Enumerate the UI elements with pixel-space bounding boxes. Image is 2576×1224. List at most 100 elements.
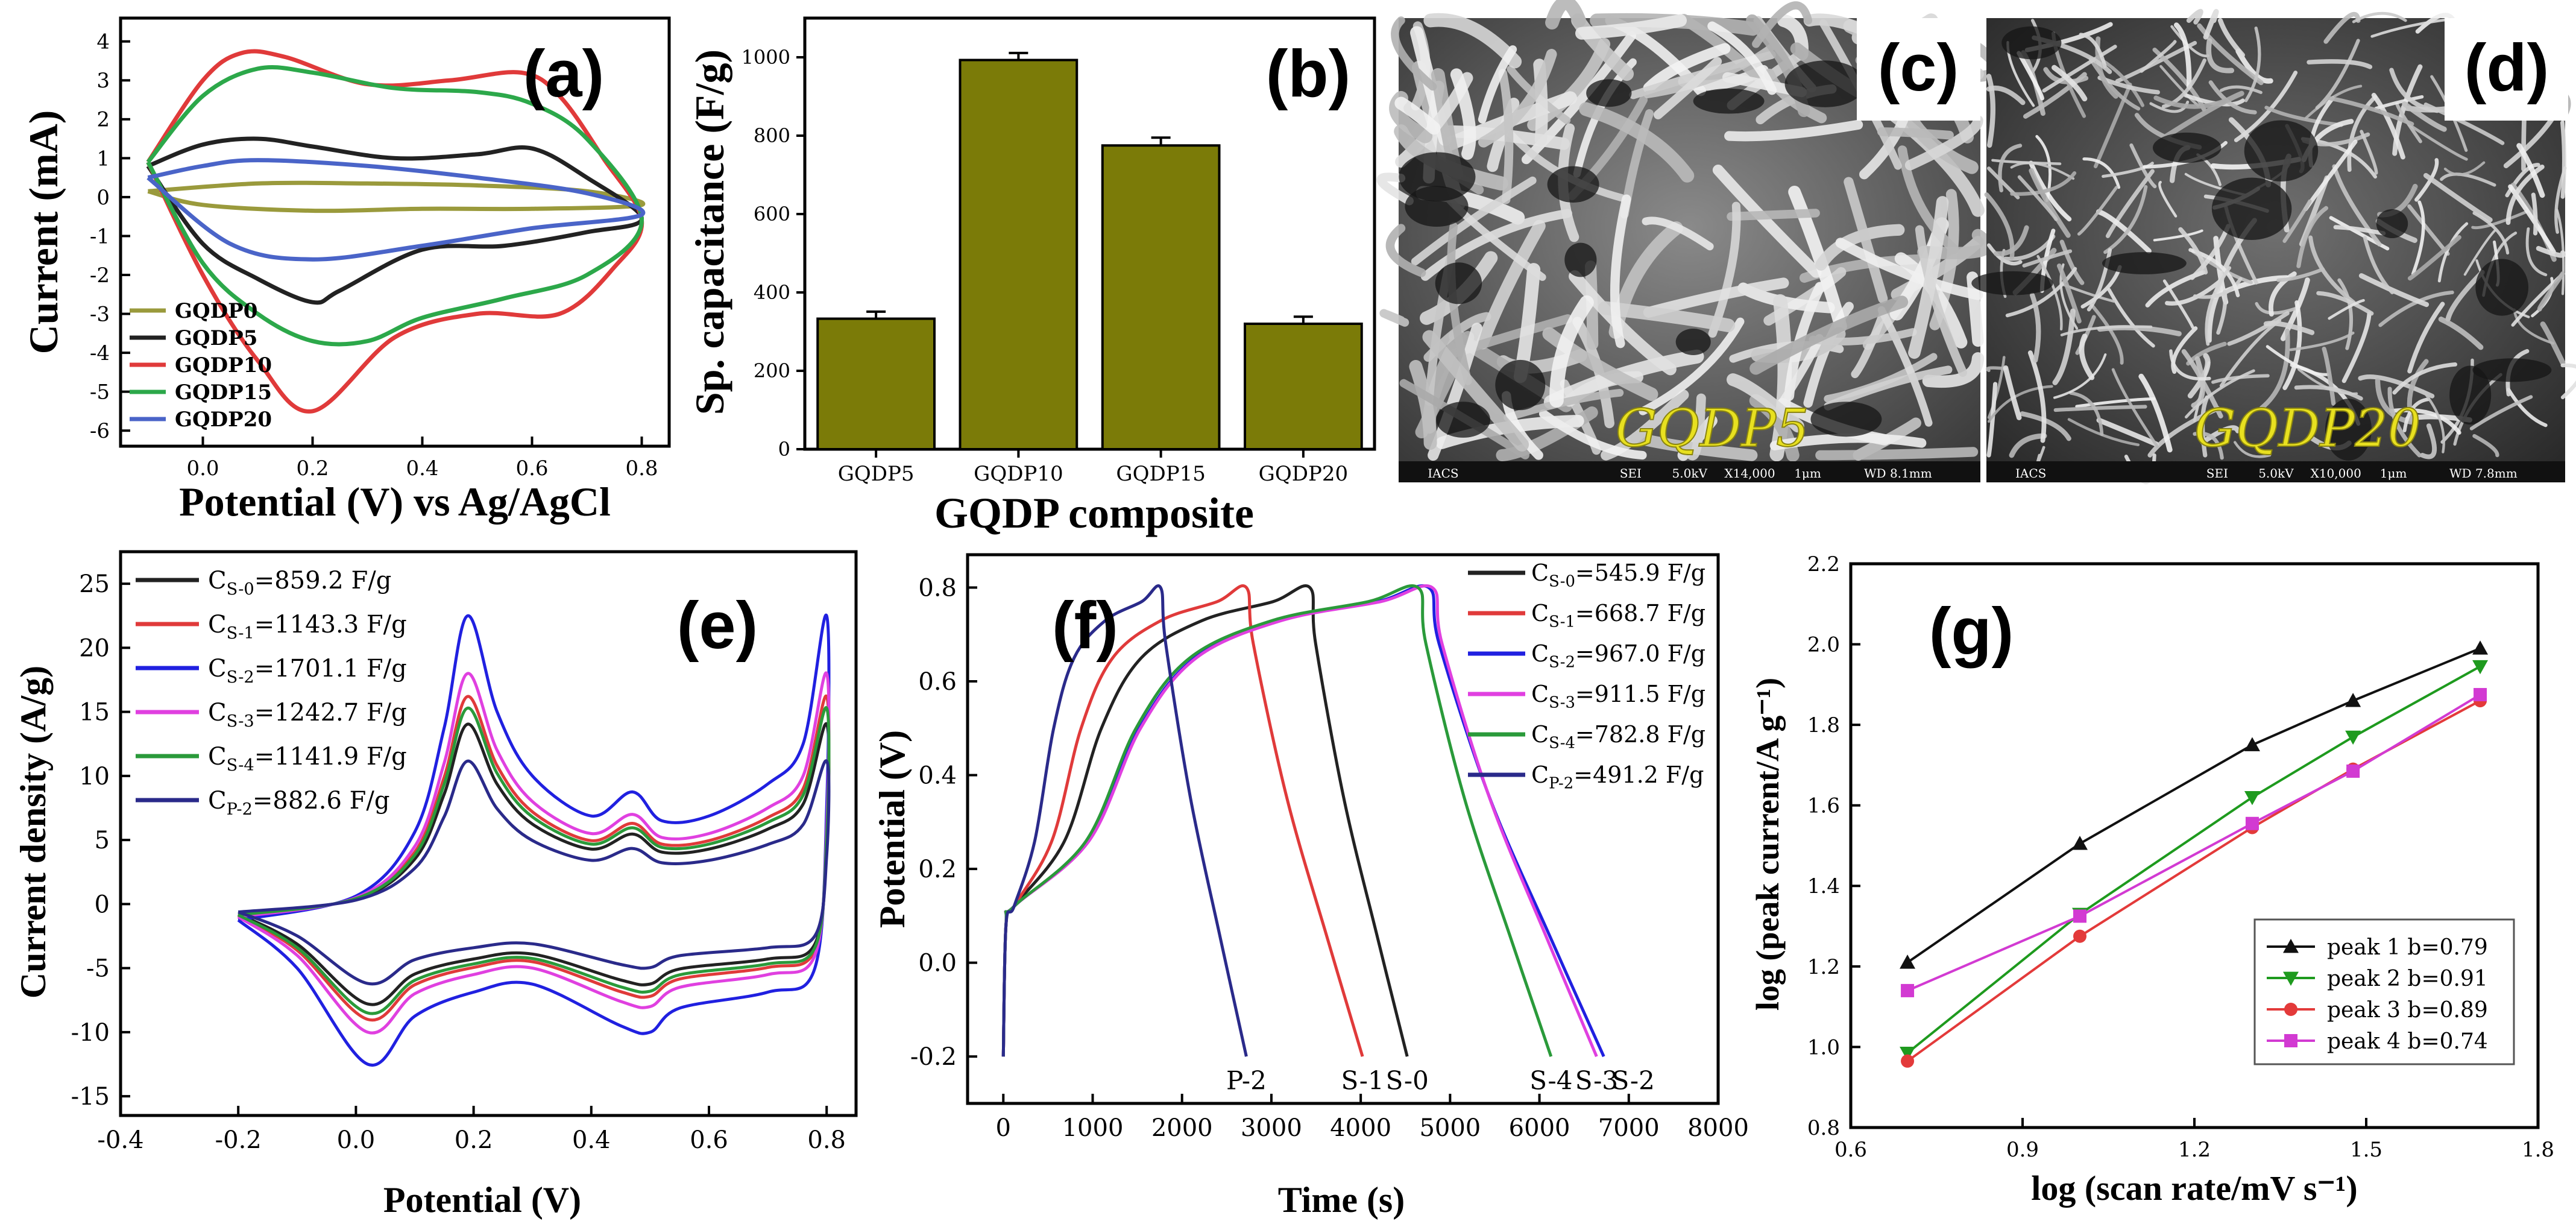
panel-c-fiber: [1394, 96, 1441, 135]
panel-d-fiber: [2103, 185, 2148, 254]
panel-c-fiber: [1630, 432, 1758, 461]
panel-g-point-peak-4: [1901, 983, 1915, 997]
panel-d-sample-label: GQDP20: [2194, 399, 2420, 459]
panel-f-legend-label: CS-0=545.9 F/g: [1531, 560, 1705, 591]
panel-b-bar-chart: 0 200 400 600 800 1000 GQDP5 GQDP10 GQDP15 GQDP2…: [687, 16, 1376, 537]
panel-g-point-peak-3: [2073, 929, 2086, 943]
panel-d-fiber: [2162, 279, 2194, 329]
panel-f-xtick-label: 3000: [1241, 1114, 1302, 1142]
panel-b-bar-gqdp15: [1101, 144, 1221, 450]
panel-a-xlabel: Potential (V) vs Ag/AgCl: [179, 479, 611, 525]
panel-a-curves: [146, 49, 646, 414]
panel-d-fiber: [2060, 325, 2153, 336]
panel-c-fiber: [1749, 295, 1909, 375]
panel-a-xtick-label: 0.4: [406, 456, 438, 481]
panel-a-legend-label: GQDP15: [175, 380, 272, 405]
panel-d-fiber: [2389, 68, 2440, 113]
panel-d-fiber: [2200, 425, 2241, 445]
panel-e-xtick-label: 0.0: [337, 1126, 376, 1154]
panel-g-legend-label: peak 3 b=0.89: [2327, 998, 2488, 1023]
panel-c-fiber: [1643, 43, 1731, 93]
panel-c-fiber: [1545, 0, 1586, 30]
panel-d-fiber: [2341, 311, 2372, 383]
panel-d-fiber: [2090, 303, 2124, 365]
panel-b-bars: GQDP5 GQDP10 GQDP15 GQDP20: [816, 51, 1363, 486]
panel-f-xlabel: Time (s): [1278, 1180, 1405, 1220]
panel-d-fiber: [2088, 57, 2141, 111]
panel-g-point-peak-2: [1900, 1047, 1916, 1061]
panel-b-ytick-label: 200: [754, 359, 790, 382]
panel-d-info-item: 5.0kV: [2258, 466, 2294, 481]
panel-g-point-peak-1: [2472, 640, 2489, 655]
panel-b-category-label: GQDP20: [1259, 462, 1348, 486]
panel-d-fiber: [2191, 356, 2206, 408]
panel-d-fiber: [2352, 11, 2407, 24]
panel-c-fiber: [1724, 119, 1863, 142]
panel-g-legend-marker: [2284, 1034, 2297, 1047]
panel-d-fiber: [2052, 308, 2076, 385]
panel-c-fiber: [1707, 21, 1777, 95]
panel-d-fiber: [2234, 441, 2272, 458]
panel-c-fiber: [1409, 360, 1437, 450]
panel-d-fiber: [2093, 83, 2132, 169]
panel-c-fiber: [1917, 229, 1994, 260]
panel-d-fiber: [2443, 161, 2486, 176]
panel-d-fiber: [2304, 84, 2363, 120]
panel-g-point-peak-2: [2345, 730, 2361, 745]
panel-d-fiber: [2003, 365, 2022, 420]
panel-d-fiber: [2263, 321, 2315, 335]
panel-d-fiber: [2200, 395, 2209, 458]
panel-f-curve-p-2: [1001, 584, 1248, 1057]
panel-c-fiber: [1391, 16, 1437, 91]
panel-c-fiber: [1727, 373, 1804, 433]
panel-c-fiber: [1877, 127, 1954, 140]
panel-c-fiber: [1752, 1, 1813, 48]
panel-d-fiber: [2158, 180, 2178, 218]
panel-d-fiber: [2069, 391, 2104, 437]
panel-c-fiber: [1851, 309, 1887, 379]
panel-d-fiber: [2107, 288, 2155, 348]
panel-f-legend-label: CS-4=782.8 F/g: [1531, 721, 1705, 752]
panel-d-fiber: [2328, 96, 2414, 127]
panel-d-fiber: [2540, 321, 2566, 365]
panel-f-xtick-label: 8000: [1687, 1114, 1749, 1142]
panel-g-ytick-label: 0.8: [1807, 1116, 1840, 1140]
panel-a-xtick-label: 0.8: [625, 456, 658, 481]
panel-b-ytick-label: 600: [754, 203, 790, 226]
panel-d-fiber: [2027, 350, 2047, 443]
panel-a-curve-gqdp0: [147, 180, 646, 213]
panel-d-fiber: [2370, 17, 2452, 38]
panel-g-xtick-label: 0.6: [1834, 1138, 1867, 1162]
panel-f-plot-frame: [966, 553, 1720, 1105]
panel-d-fiber: [2036, 254, 2063, 331]
panel-d-fiber: [2316, 291, 2374, 316]
panel-g-ytick-label: 1.6: [1807, 794, 1840, 818]
panel-f-curve-labels: P-2 S-1 S-0 S-4 S-3S-2: [1226, 1066, 1655, 1096]
panel-d-fiber: [2358, 273, 2430, 308]
panel-d-fiber: [2536, 245, 2566, 258]
panel-d-fiber: [2323, 11, 2361, 44]
panel-d-fiber: [2407, 235, 2461, 281]
panel-d-fiber: [2282, 199, 2312, 243]
panel-a-legend: GQDP0 GQDP5 GQDP10 GQDP15 GQDP20: [130, 299, 272, 432]
panel-d-fiber: [2423, 103, 2505, 145]
panel-f-xtick-label: 4000: [1330, 1114, 1391, 1142]
panel-d-fiber: [2244, 27, 2261, 103]
panel-g-point-peak-1: [1900, 954, 1916, 969]
panel-e-curve-s-0: [238, 722, 831, 1006]
panel-d-fiber: [2075, 397, 2156, 408]
panel-e-legend-label: CS-1=1143.3 F/g: [208, 611, 407, 643]
panel-c-fiber: [1904, 115, 1983, 171]
panel-g-legend-marker: [2284, 1003, 2297, 1016]
panel-d-fiber: [1986, 366, 2008, 373]
panel-d-fiber: [2020, 411, 2071, 441]
panel-d-fiber: [2208, 80, 2257, 115]
panel-a-ytick-label: -6: [90, 419, 110, 443]
panel-f-ytick-label: -0.2: [910, 1043, 957, 1071]
panel-c-info-item: IACS: [1428, 466, 1458, 481]
panel-d-fiber: [2056, 263, 2082, 324]
panel-d-fiber: [2420, 423, 2437, 459]
panel-f-legend-label: CS-1=668.7 F/g: [1531, 600, 1705, 631]
panel-d-fiber: [2392, 362, 2458, 395]
panel-d-pore: [2449, 365, 2492, 425]
